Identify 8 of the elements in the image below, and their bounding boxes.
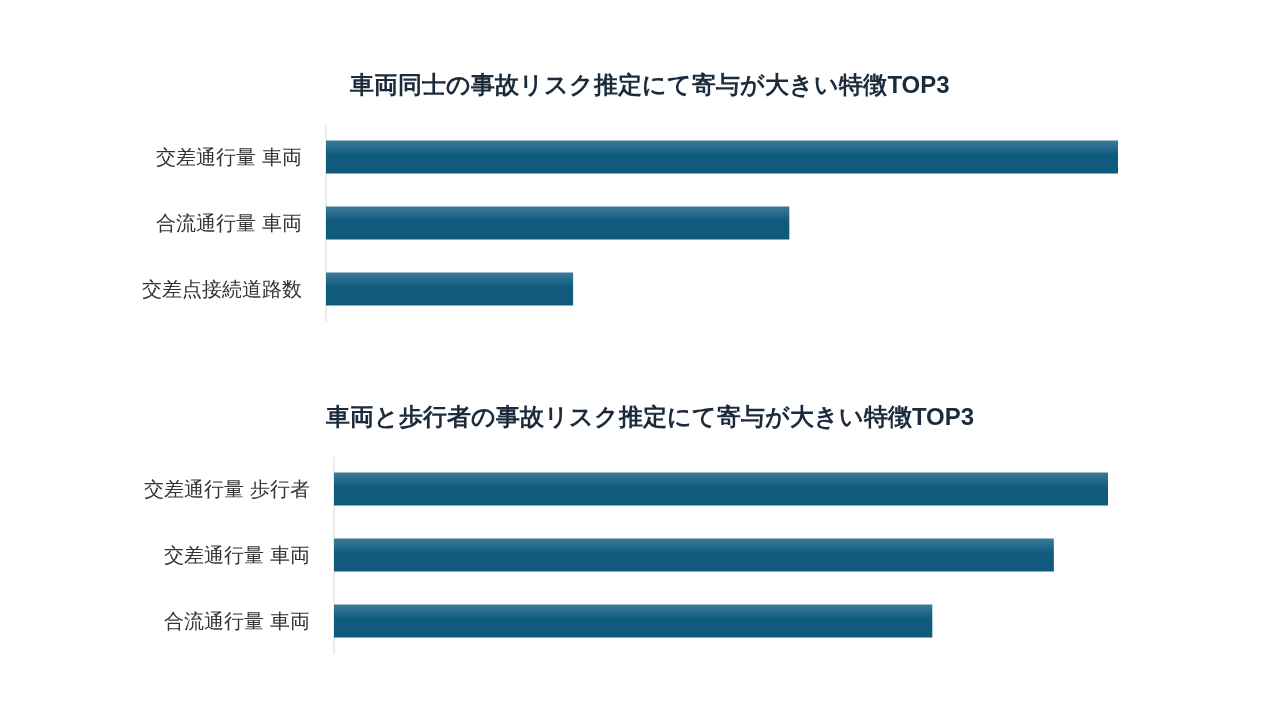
y-tick-label: 合流通行量 車両 xyxy=(156,212,302,234)
y-tick-label: 交差点接続道路数 xyxy=(142,278,302,300)
y-tick-label: 交差通行量 歩行者 xyxy=(144,478,310,500)
y-tick-label: 交差通行量 車両 xyxy=(156,146,302,168)
chart-title: 車両同士の事故リスク推定にて寄与が大きい特徴TOP3 xyxy=(349,71,950,98)
chart-title: 車両と歩行者の事故リスク推定にて寄与が大きい特徴TOP3 xyxy=(324,403,975,430)
y-tick-label: 交差通行量 車両 xyxy=(164,544,310,566)
y-tick-label: 合流通行量 車両 xyxy=(164,610,310,632)
